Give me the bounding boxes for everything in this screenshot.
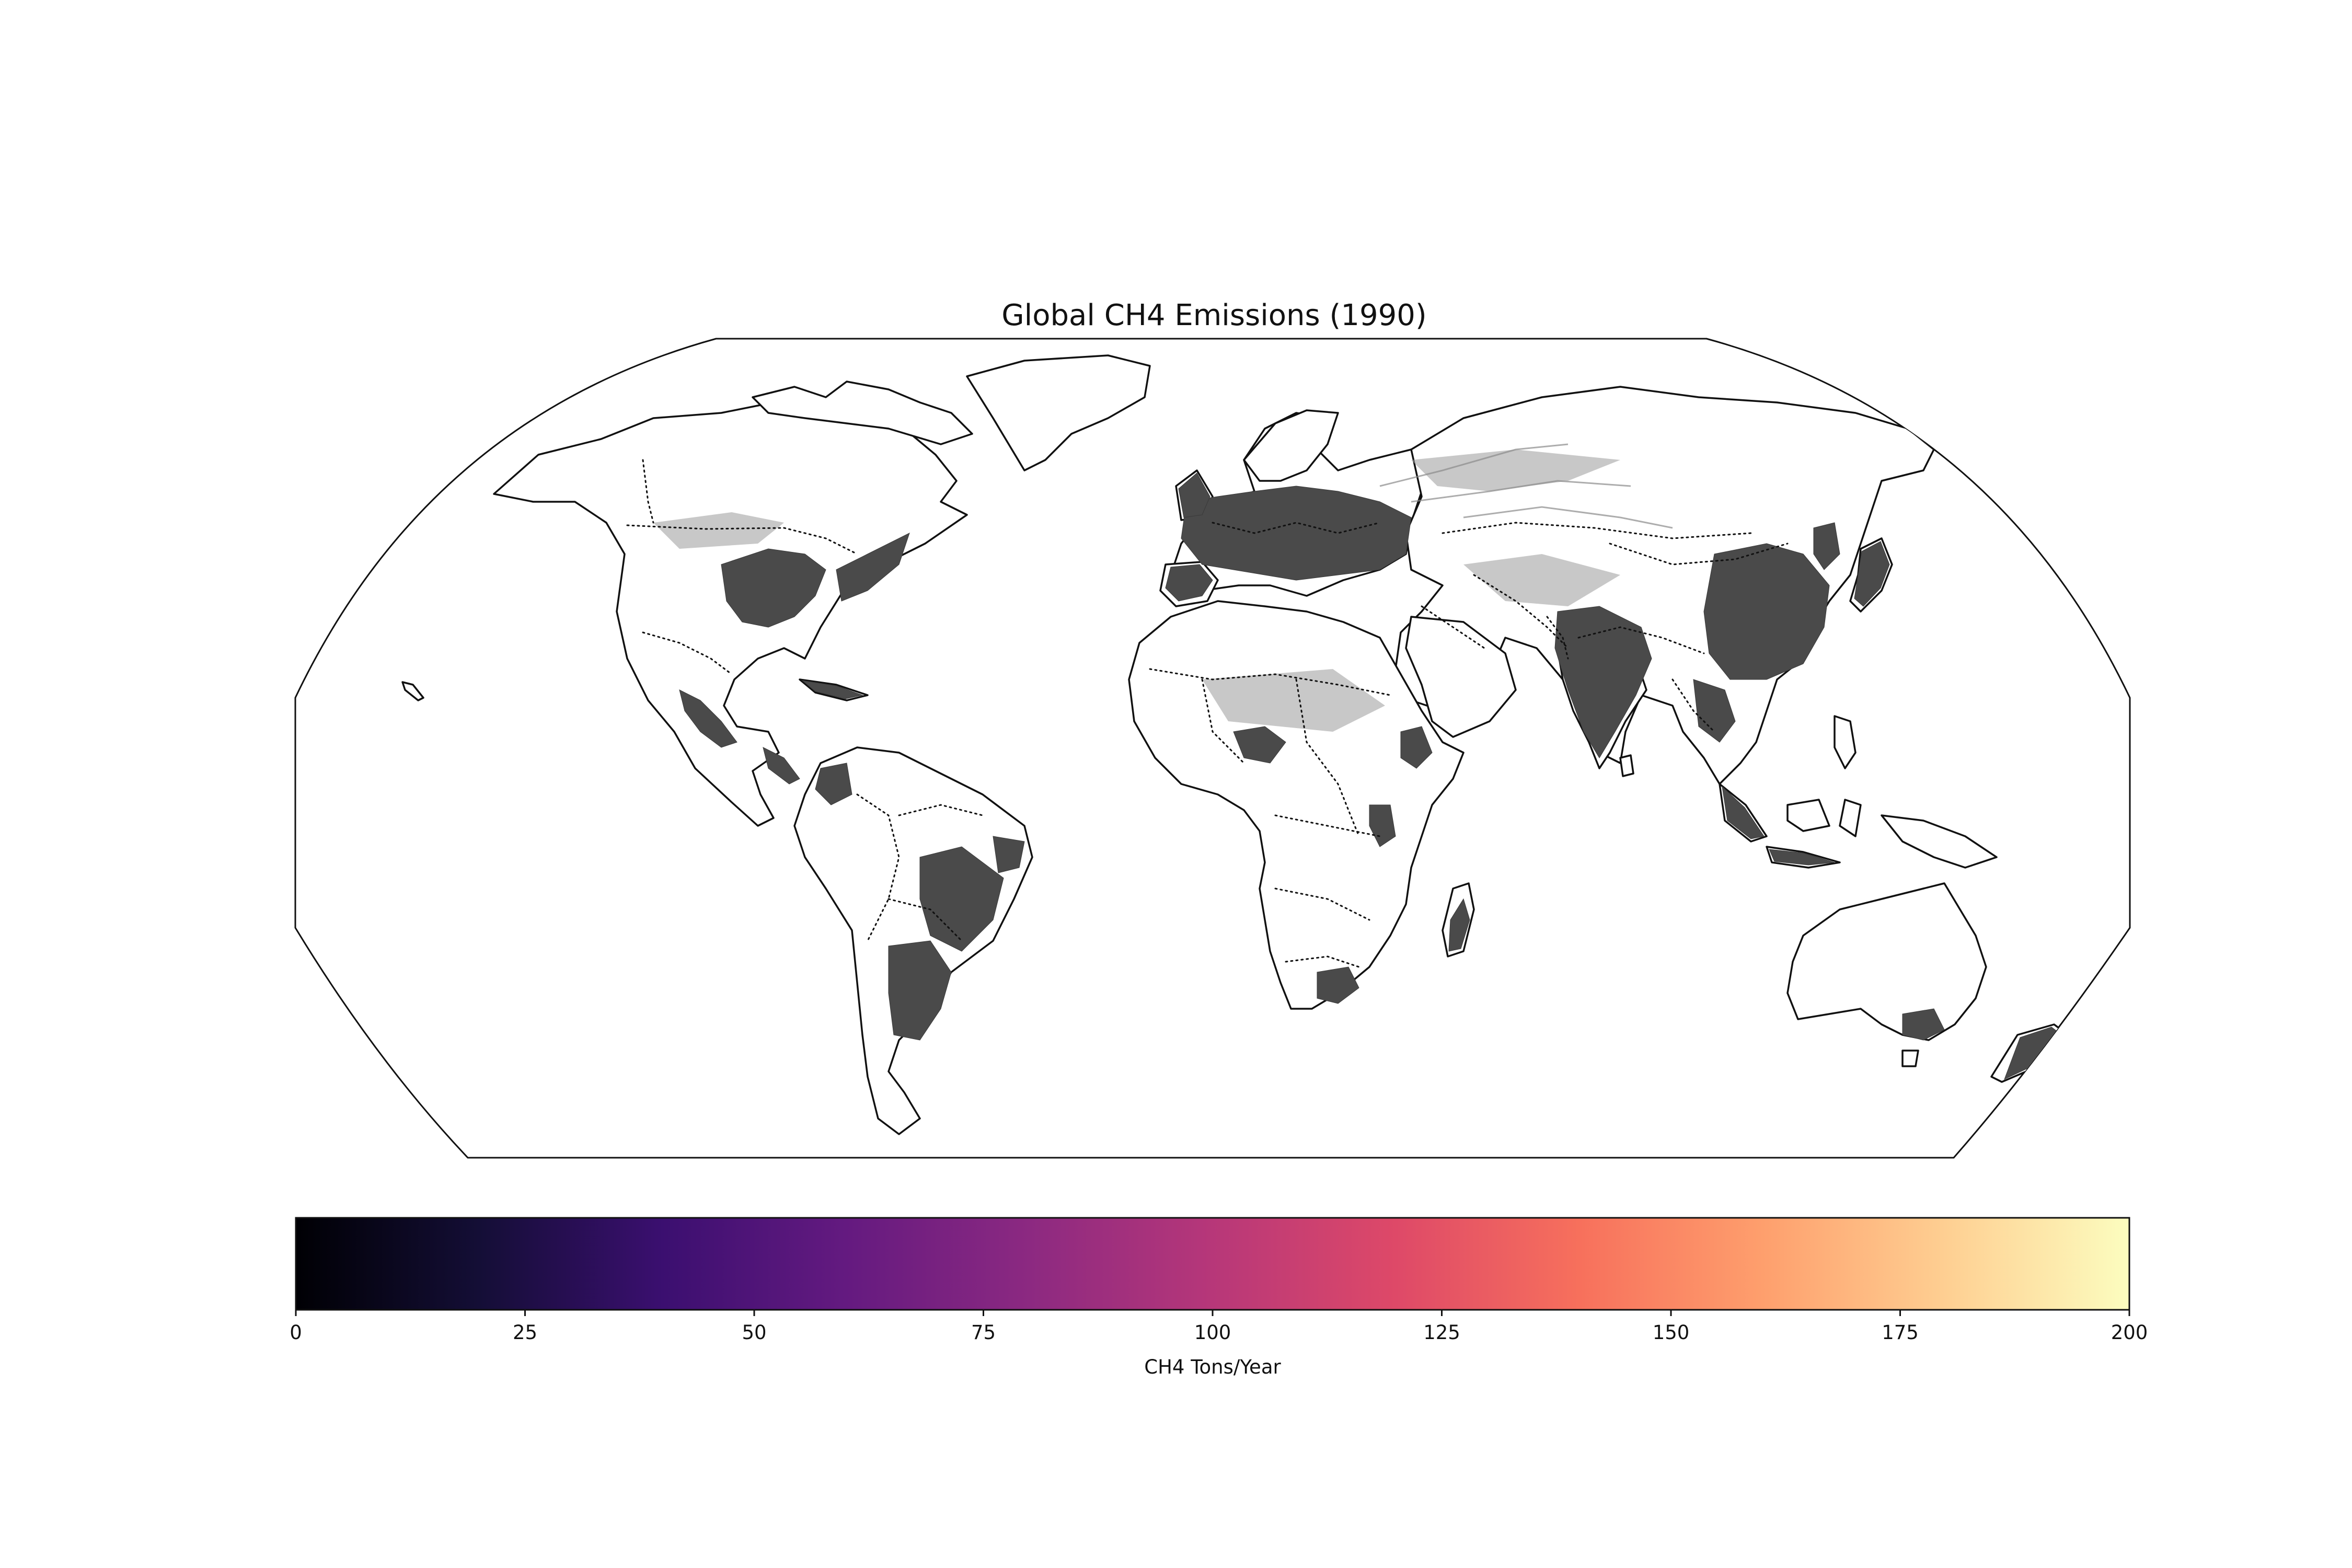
philippines-islands xyxy=(1834,715,1857,769)
border-china-india xyxy=(1577,626,1705,654)
australia-landmass xyxy=(1786,882,1987,1041)
map-panel xyxy=(294,338,2131,1159)
border-middle-east xyxy=(1421,605,1485,649)
map-title: Global CH4 Emissions (1990) xyxy=(1001,298,1426,332)
border-china-mongolia xyxy=(1609,543,1789,566)
emission-europe xyxy=(1181,486,1412,581)
emission-central-america xyxy=(763,747,800,785)
indonesia-islands xyxy=(1719,783,1998,869)
colorbar-ticks: 0 25 50 75 100 125 150 175 200 xyxy=(290,1310,2148,1344)
emission-uk xyxy=(1178,472,1210,518)
border-africa-2 xyxy=(1201,678,1245,764)
emission-se-asia xyxy=(1693,679,1736,743)
border-africa-3 xyxy=(1295,678,1360,837)
emission-brazil xyxy=(919,846,1004,952)
emission-mexico xyxy=(679,689,737,748)
south-america-landmass xyxy=(793,746,1033,1135)
colorbar-label: CH4 Tons/Year xyxy=(1144,1356,1281,1378)
emission-caribbean xyxy=(801,680,863,699)
emission-east-africa xyxy=(1369,804,1396,847)
emission-australia-se xyxy=(1902,1008,1945,1041)
border-africa-4 xyxy=(1274,814,1381,837)
colorbar-tick-label: 50 xyxy=(742,1321,766,1344)
arctic-islands xyxy=(752,381,973,445)
emission-argentina xyxy=(888,940,952,1041)
colorbar-tick-label: 0 xyxy=(290,1321,302,1344)
border-south-america-2 xyxy=(898,804,984,816)
greenland-landmass xyxy=(966,354,1151,471)
country-borders xyxy=(626,459,1789,968)
emission-north-america-sparse xyxy=(653,512,784,549)
border-se-asia xyxy=(1671,678,1715,733)
colorbar-gradient xyxy=(295,1217,2130,1311)
pipeline-2 xyxy=(1411,480,1631,503)
arabia-landmass xyxy=(1405,616,1517,738)
border-india-pakistan xyxy=(1546,616,1569,660)
pipeline-1 xyxy=(1379,443,1569,487)
colorbar-tick-label: 175 xyxy=(1882,1321,1919,1344)
pipeline-lines xyxy=(1379,443,1673,529)
emission-india xyxy=(1554,606,1652,758)
emission-us-east xyxy=(836,533,910,602)
border-south-america-3 xyxy=(887,898,963,942)
colorbar-tick-label: 25 xyxy=(513,1321,537,1344)
tasmania-landmass xyxy=(1901,1050,1919,1067)
colorbar-tick-label: 75 xyxy=(971,1321,996,1344)
emission-japan xyxy=(1854,541,1890,607)
emission-central-asia-sparse xyxy=(1463,554,1620,606)
emission-madagascar xyxy=(1448,898,1470,952)
emission-iberia xyxy=(1165,564,1213,602)
border-central-asia xyxy=(1473,574,1569,649)
emission-south-africa xyxy=(1317,966,1359,1004)
sri-lanka-landmass xyxy=(1619,754,1634,777)
border-africa-6 xyxy=(1285,955,1360,968)
colorbar-tick-label: 150 xyxy=(1653,1321,1690,1344)
border-us-canada xyxy=(626,524,858,555)
emission-west-africa xyxy=(1233,726,1286,764)
colorbar-tick-label: 100 xyxy=(1194,1321,1231,1344)
border-africa-1 xyxy=(1149,668,1391,696)
emission-africa-sparse xyxy=(1202,669,1385,732)
colorbar-tick-label: 200 xyxy=(2111,1321,2148,1344)
emission-china xyxy=(1703,543,1830,680)
emission-north-america xyxy=(721,548,826,628)
emission-ethiopia xyxy=(1400,726,1433,769)
emission-indonesia xyxy=(1722,786,1835,866)
border-africa-5 xyxy=(1274,887,1370,921)
hawaii-islands xyxy=(401,681,424,701)
border-alaska xyxy=(642,459,654,524)
emission-colombia xyxy=(815,763,852,805)
colorbar: 0 25 50 75 100 125 150 175 200 CH4 Tons/Year xyxy=(290,1217,2148,1378)
colorbar-tick-label: 125 xyxy=(1423,1321,1460,1344)
border-russia-kazakhstan xyxy=(1442,522,1752,539)
emission-layer xyxy=(653,449,2070,1080)
emission-ne-brazil xyxy=(993,836,1025,873)
emission-korea xyxy=(1813,522,1840,570)
pipeline-3 xyxy=(1463,506,1673,529)
scandinavia-landmass xyxy=(1243,409,1339,482)
